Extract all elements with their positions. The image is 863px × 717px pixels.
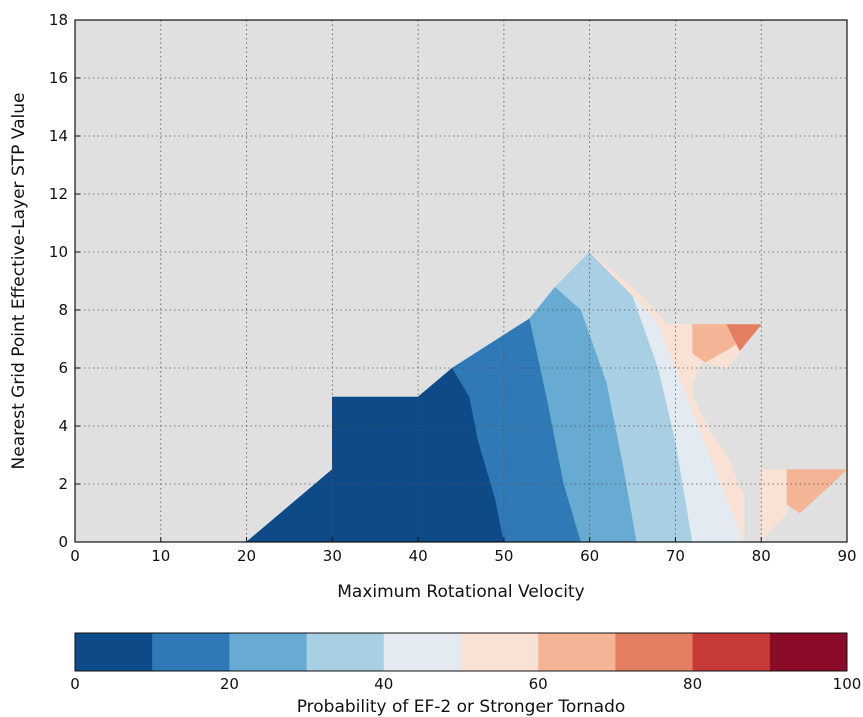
x-tick-label: 60 <box>580 547 599 565</box>
colorbar-swatch <box>769 633 848 671</box>
colorbar-tick-label: 0 <box>70 675 80 693</box>
colorbar-swatch <box>152 633 230 671</box>
colorbar-label: Probability of EF-2 or Stronger Tornado <box>297 697 626 717</box>
plot-frame <box>74 19 848 543</box>
contour-region-60-70 <box>692 324 736 363</box>
colorbar-swatch <box>461 633 539 671</box>
colorbar-tick-label: 20 <box>220 675 239 693</box>
y-tick-label: 14 <box>49 127 68 145</box>
colorbar-swatch <box>383 633 462 671</box>
y-tick-label: 18 <box>49 11 68 29</box>
x-tick-label: 50 <box>494 547 513 565</box>
y-tick-label: 8 <box>58 301 68 319</box>
colorbar-tick-label: 80 <box>683 675 702 693</box>
x-tick-label: 80 <box>752 547 771 565</box>
contour-regions <box>245 251 848 543</box>
y-tick-label: 10 <box>49 243 68 261</box>
colorbar-ticks: 0 20 40 60 80 100 <box>70 675 861 693</box>
y-tick-label: 12 <box>49 185 68 203</box>
colorbar-swatch <box>692 633 771 671</box>
y-axis-ticks: 0 2 4 6 8 10 12 14 16 18 <box>49 11 80 551</box>
contour-region-60-70b <box>786 469 848 514</box>
y-axis-label: Nearest Grid Point Effective-Layer STP V… <box>9 93 29 470</box>
y-tick-label: 4 <box>58 417 68 435</box>
colorbar-swatch <box>75 633 153 671</box>
y-tick-label: 6 <box>58 359 68 377</box>
colorbar-tick-label: 100 <box>833 675 862 693</box>
x-tick-label: 10 <box>151 547 170 565</box>
x-tick-label: 40 <box>409 547 428 565</box>
colorbar <box>75 633 848 671</box>
colorbar-tick-label: 60 <box>529 675 548 693</box>
colorbar-swatch <box>229 633 308 671</box>
x-tick-label: 70 <box>666 547 685 565</box>
x-tick-label: 0 <box>70 547 80 565</box>
colorbar-swatch <box>306 633 385 671</box>
contour-region-70-80 <box>726 324 762 352</box>
y-tick-label: 0 <box>58 533 68 551</box>
colorbar-tick-label: 40 <box>374 675 393 693</box>
x-axis-label: Maximum Rotational Velocity <box>337 582 585 602</box>
y-tick-label: 2 <box>58 475 68 493</box>
x-tick-label: 90 <box>837 547 856 565</box>
x-tick-label: 30 <box>323 547 342 565</box>
colorbar-swatch <box>538 633 616 671</box>
x-tick-label: 20 <box>237 547 256 565</box>
y-tick-label: 16 <box>49 69 68 87</box>
colorbar-swatch <box>615 633 694 671</box>
colorbar-frame <box>74 632 848 672</box>
x-axis-ticks: 0 10 20 30 40 50 60 70 80 90 <box>70 537 857 565</box>
